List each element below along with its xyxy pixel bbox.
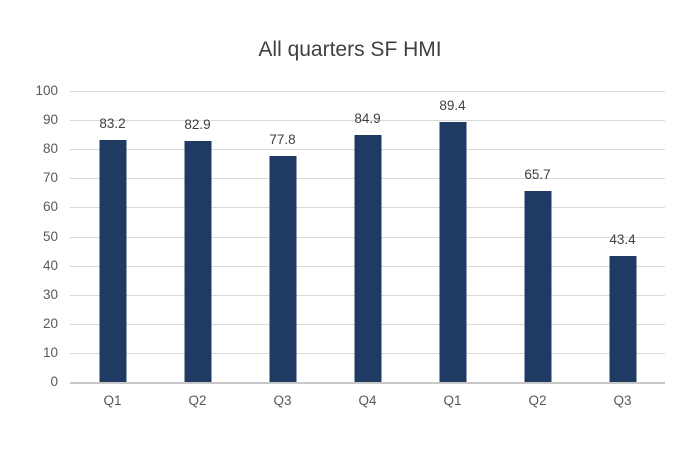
x-tick-label: Q1 [103, 393, 122, 408]
bar-slot: 89.4 [410, 91, 495, 382]
plot-area: 83.2 82.9 77.8 84.9 89.4 65.7 43.4 [70, 91, 665, 384]
bar-slot: 43.4 [580, 91, 665, 382]
bar-value-label: 65.7 [524, 166, 551, 182]
bar-value-label: 43.4 [609, 231, 636, 247]
bar [269, 155, 296, 382]
bar [184, 140, 211, 382]
bar-slot: 77.8 [240, 91, 325, 382]
y-tick-label: 0 [50, 374, 58, 389]
y-axis: 0 10 20 30 40 50 60 70 80 90 100 [20, 83, 58, 389]
bar-slot: 65.7 [495, 91, 580, 382]
bar-value-label: 89.4 [439, 97, 466, 113]
y-tick-label: 10 [42, 344, 58, 360]
gridline [70, 120, 665, 122]
x-tick-label: Q3 [273, 393, 292, 408]
bar-value-label: 82.9 [184, 116, 211, 132]
bar [99, 139, 126, 382]
y-tick-label: 90 [42, 112, 58, 128]
x-tick-label: Q3 [613, 393, 632, 408]
x-axis: Q1 Q2 Q3 Q4 Q1 Q2 Q3 [70, 392, 665, 410]
bar [354, 134, 381, 382]
x-tick-label: Q2 [528, 393, 547, 408]
bar-value-label: 83.2 [99, 115, 126, 131]
y-tick-label: 70 [42, 170, 58, 186]
bar [609, 255, 636, 382]
x-tick-label: Q4 [358, 393, 377, 408]
y-tick-label: 40 [42, 257, 58, 273]
y-tick-label: 100 [35, 83, 58, 98]
y-tick-label: 60 [42, 199, 58, 215]
bar [439, 121, 466, 382]
bar-value-label: 84.9 [354, 110, 381, 126]
x-tick-label: Q2 [188, 393, 207, 408]
y-tick-label: 80 [42, 141, 58, 157]
bar-value-label: 77.8 [269, 131, 296, 147]
bar-slot: 82.9 [155, 91, 240, 382]
x-tick-label: Q1 [443, 393, 462, 408]
bar [524, 190, 551, 382]
gridline [70, 91, 665, 92]
bar-slot: 83.2 [70, 91, 155, 382]
y-tick-label: 30 [42, 286, 58, 302]
bar-slot: 84.9 [325, 91, 410, 382]
y-tick-label: 50 [42, 228, 58, 244]
y-tick-label: 20 [42, 315, 58, 331]
chart-title: All quarters SF HMI [258, 38, 442, 61]
